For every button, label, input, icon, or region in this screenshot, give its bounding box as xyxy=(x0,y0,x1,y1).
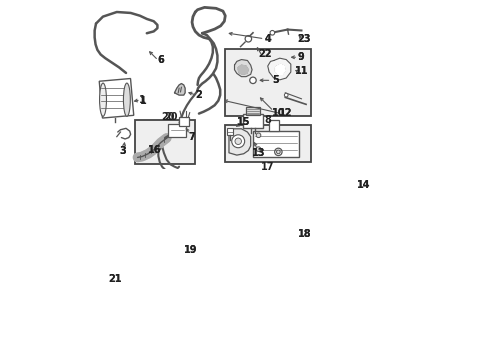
Text: 1: 1 xyxy=(140,96,147,106)
Circle shape xyxy=(270,31,275,35)
Text: 5: 5 xyxy=(272,75,279,85)
Circle shape xyxy=(284,93,288,97)
Polygon shape xyxy=(268,58,291,80)
Text: 18: 18 xyxy=(298,229,312,239)
Text: 2: 2 xyxy=(196,90,202,100)
Circle shape xyxy=(276,150,280,154)
Text: 5: 5 xyxy=(272,75,279,85)
Text: 22: 22 xyxy=(258,49,271,59)
Circle shape xyxy=(250,77,256,84)
Polygon shape xyxy=(229,129,251,155)
Text: 19: 19 xyxy=(184,245,197,255)
Bar xyxy=(246,107,260,115)
Text: 10: 10 xyxy=(271,108,285,118)
Circle shape xyxy=(256,133,261,138)
Polygon shape xyxy=(174,84,185,95)
Circle shape xyxy=(232,135,245,148)
Text: 19: 19 xyxy=(184,245,197,255)
Polygon shape xyxy=(235,59,252,77)
Text: 3: 3 xyxy=(119,147,126,157)
Text: 2: 2 xyxy=(196,90,202,100)
Text: 11: 11 xyxy=(294,66,308,76)
Text: 20: 20 xyxy=(162,112,175,122)
Text: 21: 21 xyxy=(108,274,122,284)
Text: 13: 13 xyxy=(252,148,266,158)
Text: 22: 22 xyxy=(258,49,271,59)
Bar xyxy=(225,125,311,162)
Bar xyxy=(253,131,299,157)
Text: 15: 15 xyxy=(237,117,250,127)
Bar xyxy=(179,117,189,126)
Text: 6: 6 xyxy=(157,55,164,66)
Text: 13: 13 xyxy=(252,148,266,158)
Text: 16: 16 xyxy=(148,145,161,154)
Bar xyxy=(135,121,196,165)
Circle shape xyxy=(275,148,282,156)
Bar xyxy=(169,124,186,137)
Text: 14: 14 xyxy=(357,180,370,190)
Bar xyxy=(269,121,279,131)
Text: 15: 15 xyxy=(237,117,250,127)
Bar xyxy=(243,113,263,128)
Text: 9: 9 xyxy=(297,52,304,62)
Bar xyxy=(225,49,311,116)
Text: 3: 3 xyxy=(119,147,126,157)
Text: 14: 14 xyxy=(357,180,370,190)
Circle shape xyxy=(235,138,242,144)
Text: 7: 7 xyxy=(188,132,195,141)
Text: 6: 6 xyxy=(157,55,164,66)
Text: 20: 20 xyxy=(165,112,178,122)
Text: 18: 18 xyxy=(298,229,312,239)
Text: 8: 8 xyxy=(265,116,271,126)
Text: 7: 7 xyxy=(188,132,195,141)
Text: 21: 21 xyxy=(108,274,122,284)
Text: 11: 11 xyxy=(294,66,308,76)
Text: 12: 12 xyxy=(278,108,292,118)
Text: 12: 12 xyxy=(278,108,292,118)
Polygon shape xyxy=(238,65,248,74)
Circle shape xyxy=(245,36,251,42)
Circle shape xyxy=(256,147,261,152)
Text: 17: 17 xyxy=(261,162,275,172)
Text: 23: 23 xyxy=(297,34,311,44)
Text: 1: 1 xyxy=(139,95,146,105)
Text: 4: 4 xyxy=(265,34,271,44)
Circle shape xyxy=(122,273,127,279)
Ellipse shape xyxy=(99,83,106,116)
Ellipse shape xyxy=(123,83,130,116)
Text: 23: 23 xyxy=(297,34,311,44)
Text: 4: 4 xyxy=(265,34,271,44)
Text: 16: 16 xyxy=(148,145,161,154)
Text: 9: 9 xyxy=(297,52,304,62)
Text: 10: 10 xyxy=(271,108,285,118)
Bar xyxy=(99,78,134,118)
Bar xyxy=(227,128,233,135)
Polygon shape xyxy=(275,64,285,74)
